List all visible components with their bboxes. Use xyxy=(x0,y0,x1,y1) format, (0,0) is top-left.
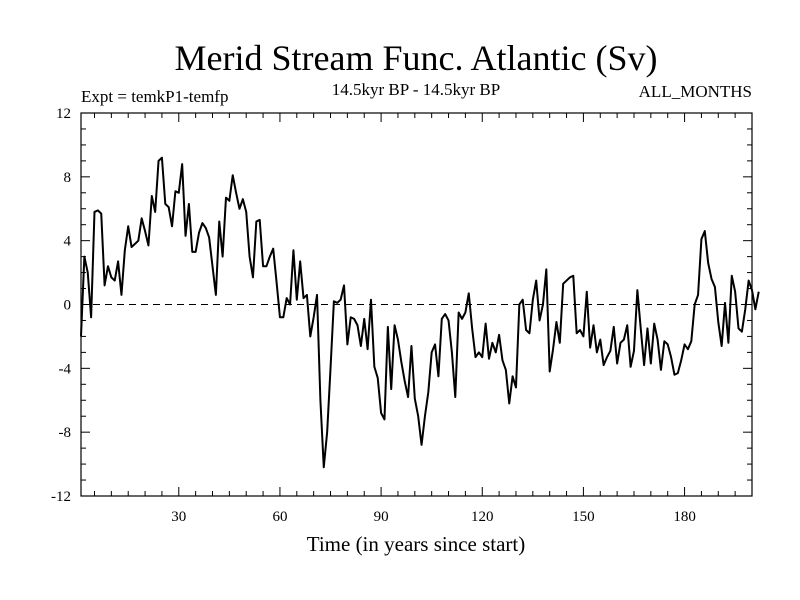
y-tick-label: 8 xyxy=(64,170,72,186)
y-tick-label: 12 xyxy=(56,106,71,122)
y-tick-label: -12 xyxy=(51,489,71,505)
y-tick-label: -8 xyxy=(59,425,72,441)
chart-subtitle: 14.5kyr BP - 14.5kyr BP xyxy=(332,80,500,99)
chart-title: Merid Stream Func. Atlantic (Sv) xyxy=(175,38,658,78)
series-line xyxy=(80,156,760,469)
x-axis-label: Time (in years since start) xyxy=(307,532,526,556)
y-tick-label: 0 xyxy=(64,298,72,314)
series-group xyxy=(80,156,760,469)
x-tick-label: 150 xyxy=(572,509,595,525)
experiment-label: Expt = temkP1-temfp xyxy=(81,87,228,106)
y-tick-label: 4 xyxy=(64,234,72,250)
x-tick-label: 120 xyxy=(471,509,494,525)
x-tick-label: 180 xyxy=(673,509,696,525)
x-tick-label: 90 xyxy=(374,509,389,525)
x-tick-label: 60 xyxy=(272,509,287,525)
months-label: ALL_MONTHS xyxy=(639,82,752,101)
x-tick-label: 30 xyxy=(171,509,186,525)
y-tick-label: -4 xyxy=(59,361,72,377)
axes: -12 -8 -4 0 4 8 12 30 60 90 120 150 180 xyxy=(51,106,753,525)
